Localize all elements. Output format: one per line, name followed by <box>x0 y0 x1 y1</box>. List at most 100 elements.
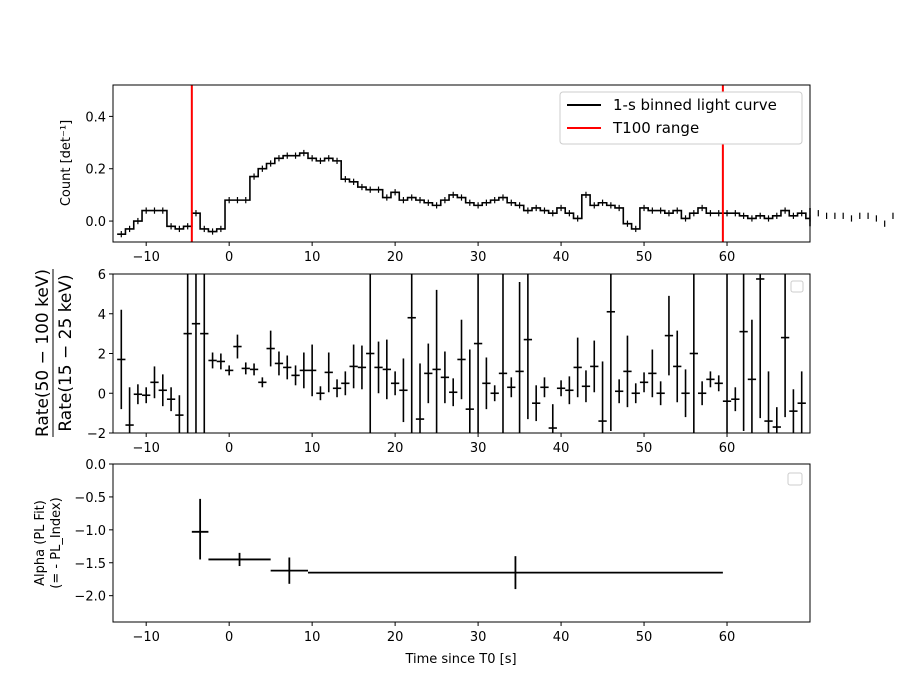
hardness-point <box>366 274 375 433</box>
light-curve-xtick-label: 20 <box>387 250 404 265</box>
photon-index-xtick-label: 20 <box>387 630 404 645</box>
hardness-point <box>697 381 707 406</box>
hardness-point <box>731 387 740 412</box>
hardness-point <box>706 371 715 388</box>
hardness-point <box>598 361 607 433</box>
photon-index-point <box>307 556 723 590</box>
light-curve-xtick-label: −10 <box>132 250 159 265</box>
hardness-ytick-label: 6 <box>98 268 106 283</box>
hardness-point <box>382 339 391 400</box>
hardness-point <box>432 289 441 433</box>
light-curve-ylabel: Count [det⁻¹] <box>59 120 74 206</box>
hardness-point <box>216 353 226 370</box>
hardness-point <box>739 274 748 432</box>
photon-index-point <box>208 552 271 567</box>
photon-index-xtick-label: 50 <box>636 630 653 645</box>
hardness-point <box>540 377 549 398</box>
hardness-point <box>117 309 126 410</box>
photon-index-ytick-label: −1.0 <box>74 524 106 539</box>
light-curve-step-line <box>117 152 811 235</box>
light-curve-ytick-label: 0.4 <box>85 110 106 125</box>
hardness-point <box>615 379 624 404</box>
photon-index-xtick-label: 30 <box>470 630 487 645</box>
hardness-point <box>266 330 275 367</box>
hardness-point <box>797 371 806 433</box>
photon-index-point <box>270 557 308 584</box>
photon-index-panel: −10 0 10 20 30 40 50 60 −2.0 −1.5 −1.0 −0.5 0.0 Alp… <box>33 458 811 667</box>
light-curve-xtick-label: 0 <box>225 250 233 265</box>
hardness-point <box>225 365 234 376</box>
hardness-point <box>764 371 773 433</box>
hardness-point <box>125 387 134 433</box>
hardness-point <box>756 274 765 419</box>
photon-index-xtick-label: 60 <box>719 630 736 645</box>
light-curve-legend: 1-s binned light curve T100 range <box>559 91 803 145</box>
hardness-point <box>299 352 308 389</box>
hardness-xtick-label: 20 <box>387 441 404 456</box>
hardness-ylabel: Rate(50 − 100 keV) Rate(15 − 25 keV) <box>33 269 76 437</box>
hardness-ytick-label: 0 <box>98 387 106 402</box>
hardness-point <box>515 281 524 433</box>
photon-index-ytick-label: −1.5 <box>74 557 106 572</box>
light-curve-xtick-label: 40 <box>553 250 570 265</box>
hardness-point <box>440 351 450 404</box>
legend-label-light-curve: 1-s binned light curve <box>613 96 777 114</box>
hardness-point <box>283 355 292 380</box>
hardness-point <box>307 344 317 397</box>
legend-box <box>559 91 803 145</box>
hardness-point <box>150 366 159 399</box>
photon-index-ytick-label: −2.0 <box>74 590 106 605</box>
hardness-point <box>399 358 408 423</box>
hardness-xtick-label: 0 <box>225 441 233 456</box>
photon-index-xtick-label: 0 <box>225 630 233 645</box>
photon-index-ylabel-line1: Alpha (PL Fit) <box>33 500 48 586</box>
hardness-point <box>631 383 640 404</box>
hardness-point <box>133 384 143 405</box>
hardness-point <box>191 274 201 433</box>
photon-index-point <box>191 498 209 560</box>
hardness-point <box>681 369 690 418</box>
hardness-point <box>341 371 350 396</box>
hardness-point <box>324 352 333 393</box>
hardness-point <box>590 340 599 393</box>
hardness-point <box>183 274 192 433</box>
hardness-point <box>166 387 176 412</box>
hardness-point <box>374 341 383 394</box>
hardness-point <box>357 345 367 390</box>
hardness-point <box>233 334 242 359</box>
hardness-point <box>780 274 790 418</box>
photon-index-ytick-label: 0.0 <box>85 458 106 473</box>
hardness-xtick-label: 60 <box>719 441 736 456</box>
light-curve-axes-frame <box>112 84 811 243</box>
hardness-point <box>482 357 491 410</box>
hardness-point <box>490 385 499 402</box>
hardness-ytick-label: 2 <box>98 348 106 363</box>
photon-index-xtick-label: −10 <box>132 630 159 645</box>
hardness-point <box>316 386 325 401</box>
hardness-point <box>789 389 798 433</box>
hardness-point <box>656 381 665 406</box>
hardness-point <box>291 365 300 386</box>
legend-label-t100: T100 range <box>612 119 699 137</box>
hardness-point <box>249 363 259 376</box>
hardness-xtick-label: 10 <box>304 441 321 456</box>
hardness-point <box>648 349 657 398</box>
hardness-point <box>465 349 474 433</box>
hardness-point <box>473 274 483 433</box>
hardness-ylabel-numerator: Rate(50 − 100 keV) <box>33 269 53 437</box>
hardness-point <box>200 274 209 433</box>
hardness-point <box>548 404 557 433</box>
hardness-xtick-label: 50 <box>636 441 653 456</box>
hardness-point <box>407 274 416 433</box>
hardness-point <box>581 370 591 403</box>
hardness-point <box>457 319 466 400</box>
light-curve-xtick-label: 30 <box>470 250 487 265</box>
hardness-point <box>664 295 674 376</box>
hardness-point <box>274 351 284 376</box>
hardness-point <box>573 337 582 398</box>
light-curve-xtick-label: 60 <box>719 250 736 265</box>
hardness-point <box>332 379 342 398</box>
hardness-point <box>532 385 541 422</box>
hardness-ylabel-denominator: Rate(15 − 25 keV) <box>56 274 76 431</box>
